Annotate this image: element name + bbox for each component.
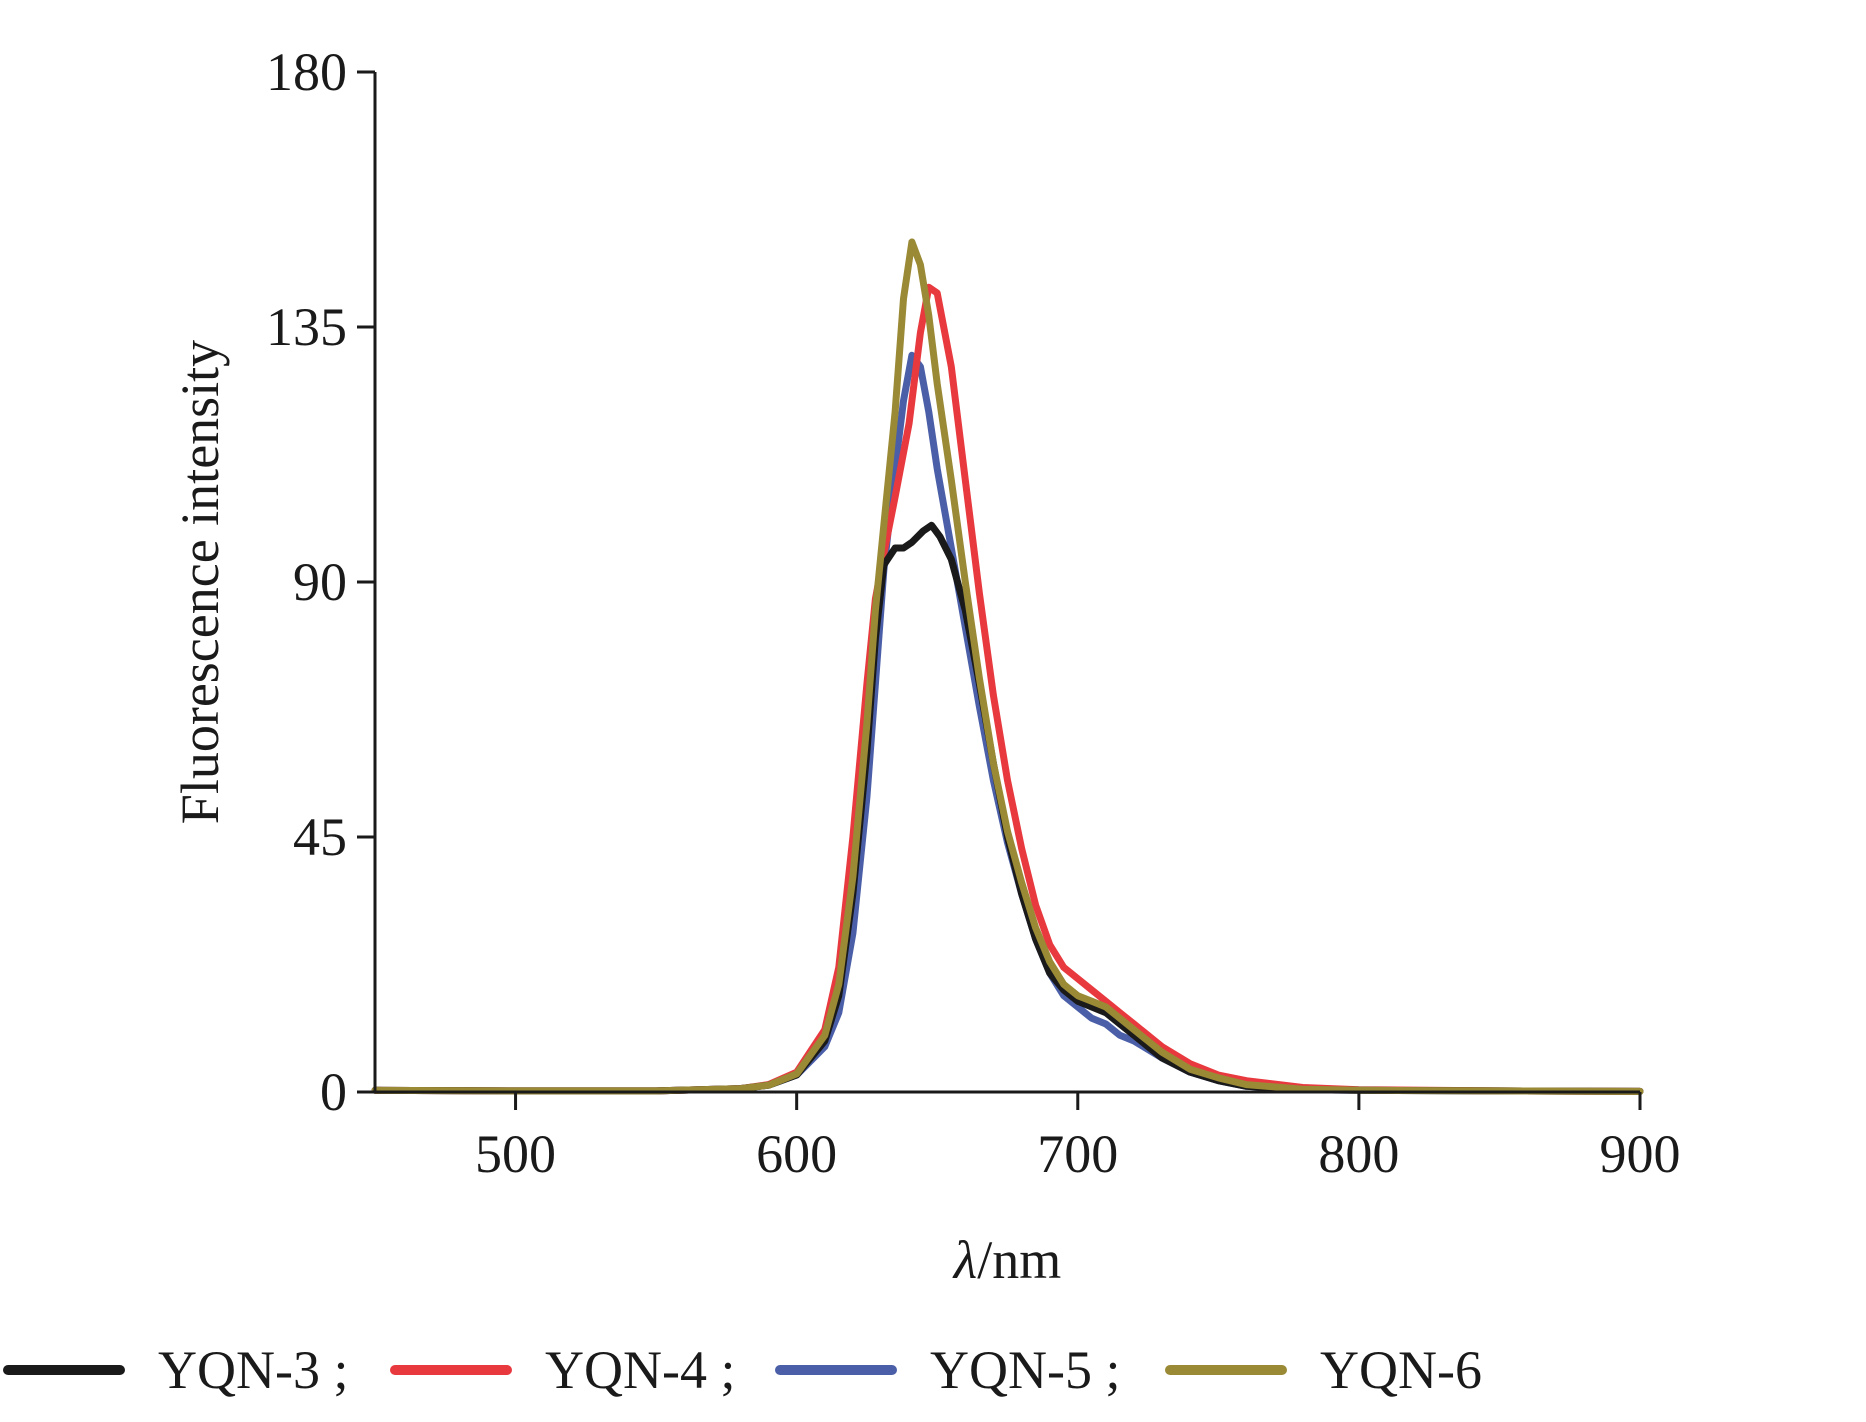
- y-tick-label: 180: [266, 42, 347, 102]
- legend-label: YQN-4 ;: [545, 1340, 735, 1400]
- x-tick-label: 900: [1600, 1124, 1681, 1184]
- y-tick-label: 90: [293, 552, 347, 612]
- x-tick-label: 800: [1318, 1124, 1399, 1184]
- series-line-yqn-4: [371, 283, 1644, 1095]
- legend-item: YQN-6: [1165, 1340, 1482, 1400]
- series-line-yqn-3: [371, 521, 1644, 1095]
- y-tick-label: 135: [266, 297, 347, 357]
- x-axis-title-unit: /nm: [977, 1230, 1061, 1290]
- legend-label: YQN-5 ;: [930, 1340, 1120, 1400]
- x-axis-title-symbol: λ: [952, 1230, 977, 1290]
- x-axis-title: λ/nm: [952, 1230, 1061, 1290]
- y-tick-label: 45: [293, 807, 347, 867]
- ticks-layer: 0 45 90 135 180 500 600 700 800 900: [266, 42, 1681, 1184]
- axes-layer: [373, 72, 1640, 1094]
- legend-item: YQN-3 ;: [3, 1340, 348, 1400]
- series-line-yqn-6: [371, 238, 1644, 1095]
- legend: YQN-3 ; YQN-4 ; YQN-5 ; YQN-6: [3, 1340, 1482, 1400]
- y-tick-label: 0: [320, 1062, 347, 1122]
- legend-label: YQN-3 ;: [158, 1340, 348, 1400]
- series-layer: [371, 238, 1644, 1095]
- legend-label: YQN-6: [1320, 1340, 1482, 1400]
- x-tick-label: 600: [756, 1124, 837, 1184]
- x-tick-label: 500: [475, 1124, 556, 1184]
- legend-item: YQN-4 ;: [390, 1340, 735, 1400]
- series-line-yqn-5: [371, 351, 1644, 1095]
- x-tick-label: 700: [1037, 1124, 1118, 1184]
- legend-item: YQN-5 ;: [775, 1340, 1120, 1400]
- y-axis-title: Fluorescence intensity: [170, 340, 230, 824]
